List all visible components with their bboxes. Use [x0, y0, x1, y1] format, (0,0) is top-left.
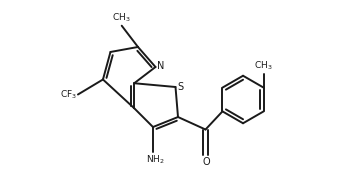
Text: CH$_3$: CH$_3$	[113, 12, 131, 24]
Text: O: O	[203, 157, 211, 167]
Text: NH$_2$: NH$_2$	[146, 153, 165, 166]
Text: CH$_3$: CH$_3$	[254, 59, 273, 72]
Text: N: N	[158, 61, 165, 71]
Text: CF$_3$: CF$_3$	[60, 88, 77, 101]
Text: S: S	[178, 82, 184, 92]
